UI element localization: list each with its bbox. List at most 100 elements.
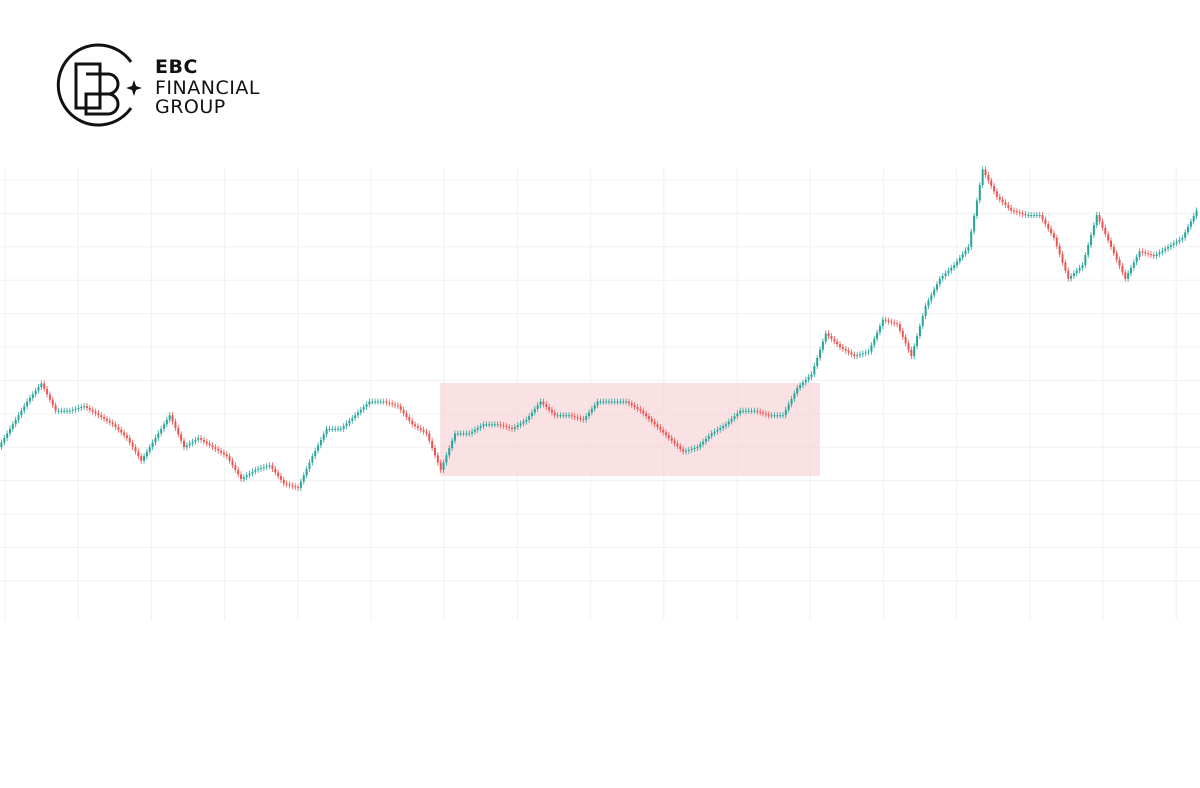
- candle-body: [607, 401, 610, 403]
- candle-body: [40, 383, 43, 388]
- candle-body: [1124, 272, 1127, 279]
- candle-body: [97, 413, 100, 416]
- candle-body: [214, 447, 217, 449]
- candle-body: [904, 336, 907, 344]
- candle-body: [254, 469, 257, 472]
- candle-body: [194, 439, 197, 442]
- candle-body: [80, 407, 83, 409]
- candle-body: [257, 468, 260, 470]
- candle-body: [913, 346, 916, 357]
- candle: [85, 403, 100, 419]
- candle: [1084, 212, 1098, 269]
- candle-body: [1030, 215, 1033, 217]
- candle-body: [784, 409, 787, 416]
- candle-body: [550, 409, 553, 413]
- candle-body: [123, 432, 126, 436]
- candle-body: [311, 456, 314, 463]
- candle: [385, 398, 399, 410]
- candle: [970, 166, 984, 250]
- candle-body: [693, 448, 696, 450]
- candle-body: [830, 336, 833, 339]
- candle-body: [619, 401, 622, 403]
- candle-body: [140, 456, 143, 461]
- candle: [841, 344, 856, 360]
- candle: [1141, 248, 1155, 259]
- candle: [870, 316, 884, 355]
- candle-body: [200, 438, 203, 440]
- candle-body: [242, 477, 245, 479]
- candle-body: [339, 428, 342, 430]
- candle-body: [66, 410, 69, 412]
- candle-body: [248, 473, 251, 476]
- candle: [1027, 212, 1041, 219]
- candle-body: [391, 403, 394, 405]
- candle-body: [496, 424, 499, 426]
- candle-body: [105, 418, 108, 421]
- candle-body: [1013, 210, 1016, 212]
- candle-body: [1118, 259, 1121, 267]
- candle: [242, 466, 257, 482]
- candle-body: [274, 468, 277, 473]
- candle-body: [154, 438, 157, 443]
- candle-body: [650, 418, 653, 422]
- candle-body: [941, 276, 944, 279]
- candle-body: [1104, 227, 1107, 235]
- candle-body: [456, 433, 459, 435]
- candle-body: [616, 401, 619, 403]
- candle-body: [177, 427, 180, 435]
- candle-body: [699, 444, 702, 448]
- candle-body: [48, 394, 51, 400]
- candle-body: [451, 440, 454, 449]
- candle-body: [342, 426, 345, 429]
- candle: [927, 275, 941, 310]
- candle-body: [491, 424, 494, 426]
- candle-body: [245, 475, 248, 478]
- candle: [371, 398, 385, 405]
- candle-body: [1172, 243, 1175, 246]
- candle-body: [422, 429, 425, 432]
- candle-body: [525, 419, 528, 422]
- candle-body: [191, 441, 194, 444]
- candle-body: [416, 426, 419, 428]
- candle-body: [1121, 266, 1124, 273]
- candle-body: [362, 407, 365, 410]
- candle: [1127, 248, 1141, 282]
- candle: [955, 243, 970, 269]
- logo-mark: [74, 62, 120, 116]
- candle-body: [334, 428, 337, 430]
- candle-body: [359, 409, 362, 413]
- candle: [399, 403, 414, 428]
- candle-body: [317, 445, 320, 451]
- candle-body: [533, 408, 536, 413]
- candle-body: [856, 355, 859, 357]
- candle-body: [408, 417, 411, 421]
- candle-body: [1178, 239, 1181, 242]
- candle-body: [1010, 207, 1013, 211]
- candle-body: [813, 366, 816, 375]
- candle-body: [94, 411, 97, 414]
- candle-body: [536, 405, 539, 409]
- candle: [699, 430, 713, 451]
- candle-body: [1007, 205, 1010, 208]
- candle: [627, 398, 642, 414]
- candle: [171, 412, 185, 451]
- candle-body: [836, 341, 839, 345]
- candle: [684, 444, 699, 455]
- candle-body: [938, 278, 941, 285]
- candle: [299, 453, 314, 492]
- candle-body: [673, 440, 676, 444]
- candle-body: [91, 409, 94, 412]
- candle-body: [898, 324, 901, 331]
- candle-body: [570, 415, 573, 417]
- candle-body: [1138, 251, 1141, 257]
- candle: [71, 403, 86, 414]
- candle-body: [1175, 241, 1178, 244]
- logo-text: EBC: [155, 56, 198, 78]
- candle-body: [513, 427, 516, 429]
- candle-body: [827, 333, 830, 337]
- candle-body: [824, 333, 827, 342]
- candle-body: [582, 418, 585, 420]
- candle-body: [77, 407, 80, 409]
- candle-body: [271, 465, 274, 469]
